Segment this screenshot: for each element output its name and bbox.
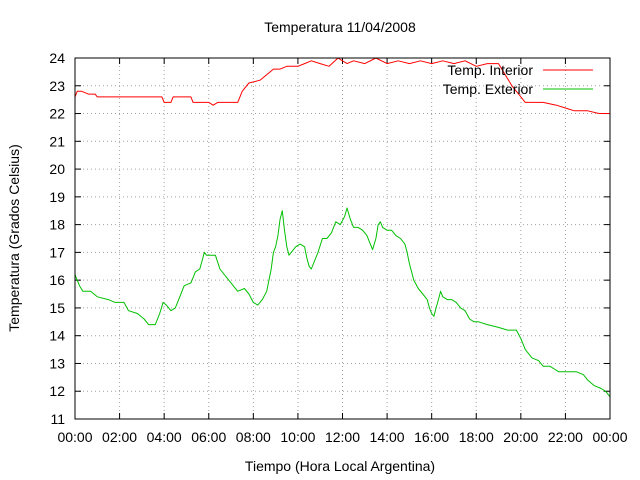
y-tick-label: 19 — [49, 189, 65, 205]
legend-label-interior: Temp. Interior — [447, 62, 533, 78]
y-tick-label: 23 — [49, 78, 65, 94]
series-line-exterior — [74, 207, 611, 398]
y-tick-label: 24 — [49, 50, 65, 66]
x-tick-labels: 00:00 02:00 04:00 06:00 08:00 10:00 12:00 14:00… — [57, 429, 627, 445]
series-line-interior — [74, 57, 610, 114]
x-tick-label: 02:00 — [102, 429, 137, 445]
x-tick-label: 20:00 — [503, 429, 538, 445]
y-tick-label: 11 — [50, 411, 65, 427]
y-tick-label: 13 — [49, 355, 65, 371]
y-tick-label: 12 — [49, 383, 65, 399]
x-tick-label: 12:00 — [325, 429, 360, 445]
x-tick-label: 08:00 — [236, 429, 271, 445]
x-tick-label: 00:00 — [592, 429, 627, 445]
y-axis-label: Temperatura (Grados Celsius) — [6, 144, 22, 332]
y-tick-label: 21 — [49, 133, 65, 149]
x-tick-label: 16:00 — [414, 429, 449, 445]
y-tick-label: 22 — [49, 106, 65, 122]
x-tick-label: 10:00 — [280, 429, 315, 445]
y-tick-label: 15 — [49, 300, 65, 316]
legend: Temp. Interior Temp. Exterior — [443, 62, 593, 97]
grid-layer — [75, 58, 610, 419]
series-layer — [74, 57, 611, 398]
x-tick-label: 06:00 — [191, 429, 226, 445]
y-tick-label: 16 — [49, 272, 65, 288]
y-tick-label: 20 — [49, 161, 65, 177]
y-tick-label: 17 — [49, 244, 65, 260]
legend-label-exterior: Temp. Exterior — [443, 81, 534, 97]
y-tick-label: 18 — [49, 217, 65, 233]
x-tick-label: 04:00 — [147, 429, 182, 445]
x-tick-label: 00:00 — [57, 429, 92, 445]
chart-title: Temperatura 11/04/2008 — [264, 19, 416, 35]
plot-frame — [74, 57, 611, 420]
y-tick-labels: 11 12 13 14 15 16 17 18 19 20 21 22 23 24 — [49, 50, 65, 427]
x-tick-label: 14:00 — [370, 429, 405, 445]
x-tick-label: 18:00 — [459, 429, 494, 445]
y-tick-label: 14 — [49, 328, 65, 344]
x-axis-label: Tiempo (Hora Local Argentina) — [245, 458, 435, 474]
x-tick-label: 22:00 — [548, 429, 583, 445]
